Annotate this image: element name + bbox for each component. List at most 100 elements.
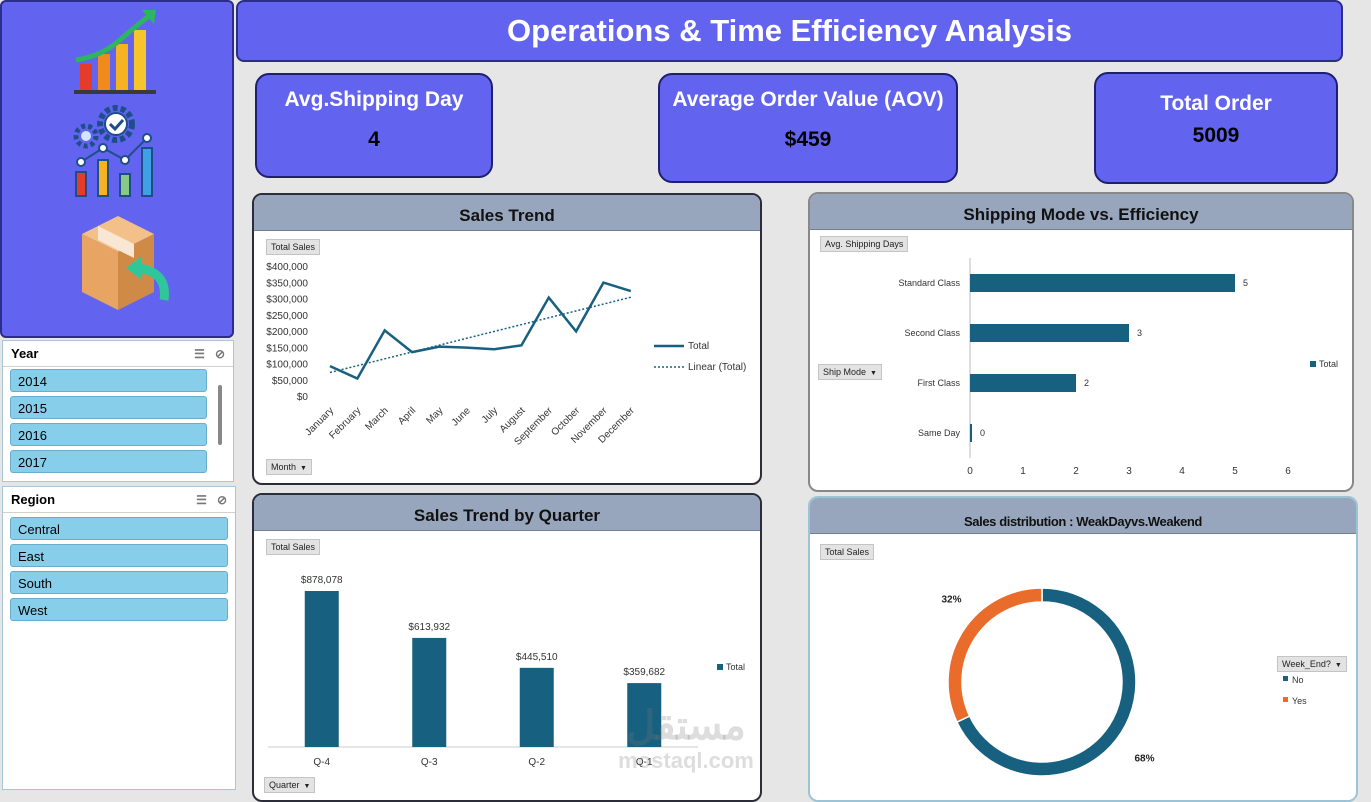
data-label: $359,682 xyxy=(623,667,665,678)
x-tick-label: 4 xyxy=(1179,466,1185,477)
bar-q-4 xyxy=(304,591,339,747)
ship-mode-axis-label: Ship Mode xyxy=(823,367,867,377)
slicer-scrollbar[interactable] xyxy=(218,385,222,445)
year-slicer: Year ☰ ⊘ 2014 2015 2016 2017 xyxy=(2,340,234,482)
multi-select-icon[interactable]: ☰ xyxy=(194,346,205,361)
shipping-mode-chart: 0 1 2 3 4 5 6 Standard Class 5 Second Class 3 First… xyxy=(898,258,1338,477)
bar-first-class xyxy=(970,374,1076,392)
x-tick-label: Q-1 xyxy=(636,757,653,768)
data-label: $445,510 xyxy=(516,652,558,663)
clear-filter-icon[interactable]: ⊘ xyxy=(214,346,225,361)
legend-label-yes: Yes xyxy=(1292,696,1307,706)
legend-marker-total xyxy=(1310,361,1316,367)
y-tick-label: $50,000 xyxy=(272,376,309,387)
bar-q-3 xyxy=(412,637,447,747)
x-tick-label: July xyxy=(480,405,500,425)
kpi-avg-shipping-day: Avg.Shipping Day 4 xyxy=(255,73,493,178)
legend-label-no: No xyxy=(1292,675,1304,685)
sales-trend-panel: Sales Trend Total Sales $0 $50,000 $100,00… xyxy=(252,193,762,485)
slice-label: 32% xyxy=(942,594,962,605)
data-label: 2 xyxy=(1084,378,1089,388)
legend-marker-yes xyxy=(1283,697,1288,702)
sales-trend-chart: $0 $50,000 $100,000 $150,000 $200,000 $250,00… xyxy=(266,262,746,448)
kpi-value: $459 xyxy=(784,128,832,151)
year-item-2014[interactable]: 2014 xyxy=(10,369,207,392)
legend-label-total: Total xyxy=(726,662,745,672)
y-tick-label: $100,000 xyxy=(266,360,308,371)
region-item-central[interactable]: Central xyxy=(10,517,228,540)
x-tick-label: March xyxy=(363,405,390,432)
box-return-icon xyxy=(82,216,169,310)
week-end-legend-label: Week_End? xyxy=(1282,659,1331,669)
sidebar-icon-panel xyxy=(0,0,234,338)
shipping-mode-panel: Shipping Mode vs. Efficiency Avg. Shippi… xyxy=(808,192,1354,492)
field-button-total-sales[interactable]: Total Sales xyxy=(266,539,321,555)
legend-label-total: Total xyxy=(1319,359,1338,369)
legend-label-linear: Linear (Total) xyxy=(688,362,746,373)
panel-title: Sales distribution : WeakDayvs.Weakend xyxy=(810,498,1356,534)
panel-title: Sales Trend xyxy=(254,195,760,231)
bar-same-day xyxy=(970,424,972,442)
x-tick-label: 5 xyxy=(1232,466,1238,477)
dashboard-title-text: Operations & Time Efficiency Analysis xyxy=(506,13,1073,48)
region-item-east[interactable]: East xyxy=(10,544,228,567)
year-item-2015[interactable]: 2015 xyxy=(10,396,207,419)
category-label: First Class xyxy=(918,378,961,388)
data-label: $878,078 xyxy=(301,575,343,586)
kpi-total-order: Total Order 5009 xyxy=(1094,72,1338,184)
field-button-total-sales[interactable]: Total Sales xyxy=(266,239,321,255)
week-end-legend-button[interactable]: Week_End? ▼ xyxy=(1277,656,1347,672)
x-tick-label: Q-4 xyxy=(313,757,330,768)
field-button-total-sales[interactable]: Total Sales xyxy=(820,544,875,560)
sales-by-quarter-chart: $878,078 Q-4 $613,932 Q-3 $445,510 Q-2 $359,68… xyxy=(268,575,745,768)
x-tick-label: 6 xyxy=(1285,466,1291,477)
x-tick-label: April xyxy=(396,405,418,427)
data-label: 5 xyxy=(1243,278,1248,288)
dashboard-title: Operations & Time Efficiency Analysis xyxy=(236,0,1343,62)
year-slicer-title: Year xyxy=(11,346,39,361)
y-tick-label: $250,000 xyxy=(266,311,308,322)
panel-title: Sales Trend by Quarter xyxy=(254,495,760,531)
y-tick-label: $0 xyxy=(297,392,309,403)
multi-select-icon[interactable]: ☰ xyxy=(196,492,207,507)
quarter-axis-label: Quarter xyxy=(269,780,300,790)
data-label: 0 xyxy=(980,428,985,438)
legend-marker-total xyxy=(717,664,723,670)
month-axis-button[interactable]: Month ▼ xyxy=(266,459,312,475)
quarter-axis-button[interactable]: Quarter ▼ xyxy=(264,777,316,793)
dropdown-arrow-icon: ▼ xyxy=(300,465,307,472)
region-item-south[interactable]: South xyxy=(10,571,228,594)
bar-second-class xyxy=(970,324,1129,342)
region-item-west[interactable]: West xyxy=(10,598,228,621)
year-item-2016[interactable]: 2016 xyxy=(10,423,207,446)
category-label: Second Class xyxy=(904,328,960,338)
dropdown-arrow-icon: ▼ xyxy=(870,370,877,377)
kpi-title: Total Order xyxy=(1160,92,1272,115)
x-tick-label: 0 xyxy=(967,466,973,477)
x-tick-label: 1 xyxy=(1020,466,1026,477)
x-tick-label: June xyxy=(450,405,473,428)
category-label: Same Day xyxy=(918,428,961,438)
region-slicer-title: Region xyxy=(11,492,56,507)
trendline-linear-total xyxy=(329,296,631,374)
kpi-average-order-value: Average Order Value (AOV) $459 xyxy=(658,73,958,183)
field-button-avg-shipping-days[interactable]: Avg. Shipping Days xyxy=(820,236,909,252)
month-axis-label: Month xyxy=(271,462,297,472)
x-tick-label: May xyxy=(424,405,445,426)
kpi-title: Average Order Value (AOV) xyxy=(672,88,944,111)
y-tick-label: $150,000 xyxy=(266,343,308,354)
x-tick-label: Q-3 xyxy=(421,757,438,768)
watermark: مستقل mostaql.com xyxy=(600,704,772,774)
kpi-value: 4 xyxy=(368,128,380,151)
bar-standard-class xyxy=(970,274,1235,292)
dropdown-arrow-icon: ▼ xyxy=(303,783,311,790)
year-item-2017[interactable]: 2017 xyxy=(10,450,207,473)
clear-filter-icon[interactable]: ⊘ xyxy=(216,492,227,507)
slice-label: 68% xyxy=(1134,754,1154,765)
y-tick-label: $400,000 xyxy=(266,262,308,273)
kpi-value: 5009 xyxy=(1192,124,1240,147)
sales-by-quarter-panel: Sales Trend by Quarter Total Sales $878,… xyxy=(252,493,762,802)
region-slicer: Region ☰ ⊘ Central East South West xyxy=(2,486,236,790)
ship-mode-axis-button[interactable]: Ship Mode ▼ xyxy=(818,364,882,380)
data-label: 3 xyxy=(1137,328,1142,338)
